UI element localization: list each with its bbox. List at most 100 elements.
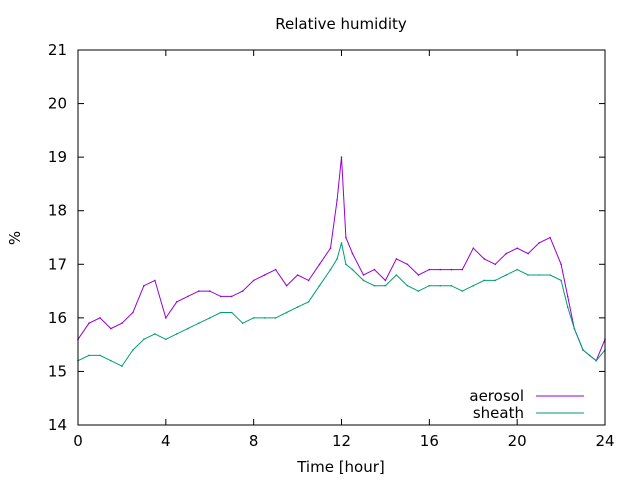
data-point-aerosol (384, 279, 387, 282)
data-point-aerosol (274, 268, 277, 271)
data-point-sheath (307, 301, 310, 303)
data-point-aerosol (110, 327, 112, 330)
data-point-aerosol (461, 268, 464, 271)
data-point-aerosol (516, 247, 518, 249)
data-point-sheath (373, 284, 376, 287)
data-point-sheath (461, 290, 464, 292)
data-point-aerosol (527, 252, 529, 255)
y-axis: 14 15 16 17 18 19 20 21 (48, 41, 605, 434)
data-point-sheath (329, 268, 332, 271)
data-point-sheath (494, 279, 497, 282)
data-point-aerosol (483, 258, 486, 260)
y-axis-title: % (6, 231, 24, 245)
data-point-aerosol (318, 263, 321, 266)
data-point-sheath (417, 290, 420, 292)
data-point-aerosol (176, 301, 178, 303)
y-tick-label: 17 (48, 255, 67, 273)
data-point-aerosol (285, 284, 288, 287)
data-point-aerosol (296, 274, 299, 276)
data-point-sheath (230, 311, 233, 314)
y-tick-label: 21 (48, 41, 67, 59)
data-point-sheath (588, 354, 591, 357)
data-point-aerosol (99, 317, 101, 319)
data-point-aerosol (121, 322, 123, 325)
y-tick-label: 15 (48, 362, 67, 380)
data-point-sheath (395, 274, 398, 276)
data-point-sheath (573, 327, 576, 330)
data-point-aerosol (88, 322, 90, 325)
data-point-aerosol (252, 279, 255, 282)
data-point-sheath (143, 338, 145, 341)
data-point-aerosol (505, 252, 508, 255)
x-tick-label: 12 (332, 432, 351, 450)
data-point-sheath (88, 354, 90, 357)
data-point-sheath (538, 274, 540, 276)
series-aerosol (77, 156, 606, 362)
data-point-sheath (505, 274, 508, 276)
data-point-sheath (384, 284, 387, 287)
data-point-aerosol (373, 268, 376, 271)
data-point-aerosol (187, 295, 189, 298)
data-point-aerosol (209, 290, 211, 292)
data-point-sheath (176, 333, 178, 335)
data-point-sheath (595, 359, 597, 362)
legend-label-aerosol: aerosol (469, 387, 524, 405)
data-point-aerosol (143, 284, 145, 287)
data-point-aerosol (494, 263, 497, 266)
data-point-aerosol (439, 268, 442, 271)
x-tick-label: 24 (595, 432, 614, 450)
data-point-sheath (336, 258, 338, 260)
data-point-sheath (296, 306, 299, 308)
x-tick-label: 0 (73, 432, 83, 450)
x-tick-label: 20 (508, 432, 527, 450)
data-point-sheath (209, 317, 211, 319)
data-point-sheath (340, 242, 343, 244)
data-point-sheath (274, 317, 277, 319)
legend-label-sheath: sheath (473, 404, 524, 422)
data-point-sheath (560, 279, 562, 282)
data-point-sheath (345, 263, 347, 266)
data-point-sheath (582, 349, 584, 351)
data-point-sheath (362, 279, 365, 282)
y-tick-label: 16 (48, 309, 67, 327)
data-point-sheath (198, 322, 200, 325)
y-tick-label: 19 (48, 148, 67, 166)
data-point-aerosol (362, 274, 365, 276)
x-tick-label: 16 (420, 432, 439, 450)
data-point-sheath (219, 311, 222, 314)
data-point-sheath (132, 349, 134, 351)
data-point-aerosol (230, 295, 233, 298)
data-point-aerosol (395, 258, 398, 260)
data-point-aerosol (198, 290, 200, 292)
data-point-sheath (566, 306, 569, 308)
data-point-aerosol (345, 236, 347, 239)
chart-title: Relative humidity (275, 15, 407, 33)
data-point-aerosol (472, 247, 475, 249)
data-point-sheath (241, 322, 244, 325)
x-tick-label: 4 (161, 432, 171, 450)
data-point-aerosol (538, 242, 540, 244)
data-point-sheath (450, 284, 453, 287)
data-point-aerosol (336, 199, 338, 201)
data-point-sheath (99, 354, 101, 357)
data-point-sheath (439, 284, 442, 287)
x-axis-title: Time [hour] (296, 458, 385, 476)
data-point-sheath (187, 327, 189, 330)
data-point-sheath (165, 338, 167, 341)
data-point-aerosol (340, 156, 343, 158)
plot-area (77, 156, 606, 367)
data-point-sheath (110, 359, 112, 362)
data-point-aerosol (549, 236, 551, 239)
data-point-aerosol (219, 295, 222, 298)
data-point-aerosol (566, 295, 569, 298)
data-point-aerosol (132, 311, 134, 314)
data-point-sheath (527, 274, 529, 276)
x-tick-label: 8 (249, 432, 259, 450)
data-point-aerosol (241, 290, 244, 292)
data-point-sheath (516, 268, 518, 271)
data-point-sheath (154, 333, 156, 335)
data-point-aerosol (165, 317, 167, 319)
data-point-sheath (483, 279, 486, 282)
